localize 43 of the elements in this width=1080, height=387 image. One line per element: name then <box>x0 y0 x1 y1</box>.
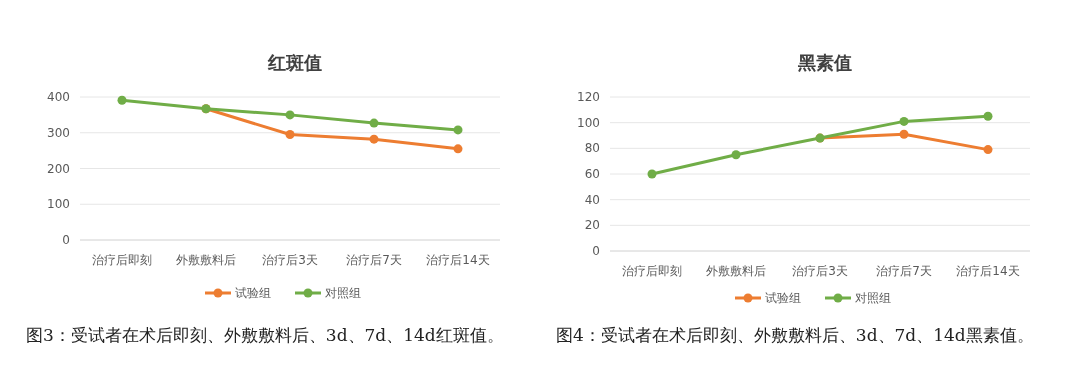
point <box>285 130 295 140</box>
y-tick-label: 400 <box>47 90 70 104</box>
caption: 图3：受试者在术后即刻、外敷敷料后、3d、7d、14d红斑值。 <box>26 324 505 346</box>
y-tick-label: 100 <box>577 115 600 130</box>
chart-title: 黑素值 <box>797 52 852 73</box>
y-tick-label: 20 <box>584 218 600 233</box>
x-tick-label: 治疗后14天 <box>426 253 490 267</box>
point <box>285 110 295 120</box>
x-tick-label: 治疗后3天 <box>792 264 848 278</box>
y-tick-label: 0 <box>592 244 600 258</box>
x-tick-label: 治疗后即刻 <box>92 253 152 267</box>
x-tick-label: 治疗后即刻 <box>622 264 682 278</box>
point <box>117 95 127 105</box>
point <box>453 144 463 154</box>
chart-title: 红斑值 <box>267 52 322 73</box>
point <box>983 145 993 155</box>
legend-label: 试验组 <box>765 291 801 305</box>
x-tick-label: 治疗后3天 <box>262 253 318 267</box>
legend-label: 对照组 <box>855 291 891 305</box>
legend-label: 试验组 <box>235 286 271 300</box>
legend-label: 对照组 <box>325 286 361 300</box>
point <box>899 116 909 126</box>
x-tick-label: 治疗后14天 <box>956 264 1020 278</box>
point <box>899 129 909 139</box>
x-tick-label: 外敷敷料后 <box>706 264 766 278</box>
y-tick-label: 120 <box>577 90 600 104</box>
point <box>453 125 463 135</box>
x-tick-label: 治疗后7天 <box>876 264 932 278</box>
point <box>369 134 379 144</box>
point <box>731 150 741 160</box>
caption: 图4：受试者在术后即刻、外敷敷料后、3d、7d、14d黑素值。 <box>556 324 1035 346</box>
point <box>647 169 657 179</box>
y-tick-label: 80 <box>584 141 600 156</box>
x-tick-label: 外敷敷料后 <box>176 253 236 267</box>
y-tick-label: 40 <box>584 192 600 207</box>
y-tick-label: 300 <box>47 125 70 140</box>
y-tick-label: 100 <box>47 197 70 212</box>
point <box>983 111 993 121</box>
y-tick-label: 0 <box>62 233 70 247</box>
point <box>369 118 379 128</box>
x-tick-label: 治疗后7天 <box>346 253 402 267</box>
y-tick-label: 200 <box>47 161 70 176</box>
y-tick-label: 60 <box>584 167 600 181</box>
